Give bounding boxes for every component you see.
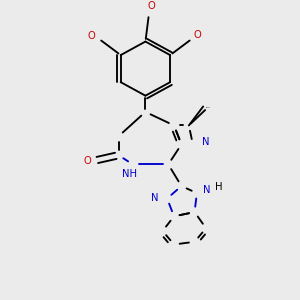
Text: N: N [203, 185, 211, 195]
Text: N: N [151, 194, 158, 203]
Text: O: O [84, 156, 92, 166]
Text: O: O [87, 31, 95, 41]
Text: NH: NH [122, 169, 137, 179]
Text: H: H [215, 182, 222, 192]
Text: O: O [194, 30, 202, 40]
Text: N: N [202, 137, 209, 147]
Text: methyl: methyl [206, 106, 211, 108]
Text: O: O [148, 2, 156, 11]
